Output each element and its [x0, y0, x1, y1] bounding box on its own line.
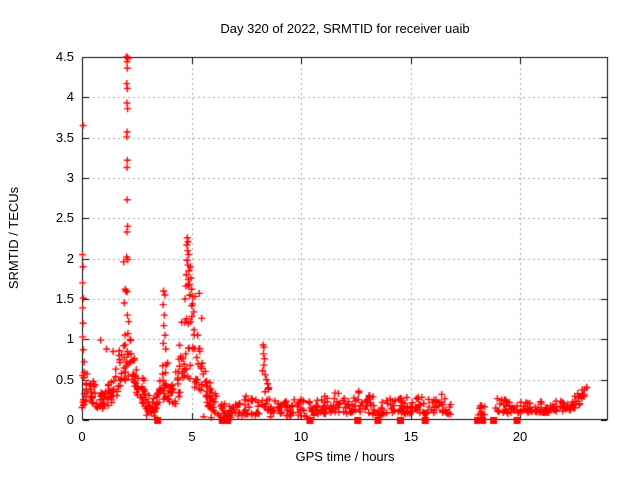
x-tick-label: 20: [512, 429, 528, 444]
x-axis-label: GPS time / hours: [295, 449, 395, 464]
chart-title: Day 320 of 2022, SRMTID for receiver uai…: [220, 21, 470, 36]
y-tick-label: 2.5: [55, 210, 74, 225]
y-tick-label: 4.5: [55, 49, 74, 64]
y-tick-label: 3.5: [55, 130, 74, 145]
y-tick-label: 0: [66, 412, 74, 427]
y-tick-label: 4: [66, 89, 74, 104]
y-tick-label: 0.5: [55, 372, 74, 387]
y-tick-label: 2: [66, 251, 74, 266]
y-tick-label: 1.5: [55, 291, 74, 306]
x-tick-label: 15: [403, 429, 419, 444]
x-tick-label: 10: [293, 429, 309, 444]
x-tick-label: 5: [188, 429, 196, 444]
y-tick-label: 3: [66, 170, 74, 185]
y-tick-label: 1: [66, 331, 74, 346]
y-axis-label: SRMTID / TECUs: [6, 186, 21, 290]
x-tick-label: 0: [78, 429, 86, 444]
